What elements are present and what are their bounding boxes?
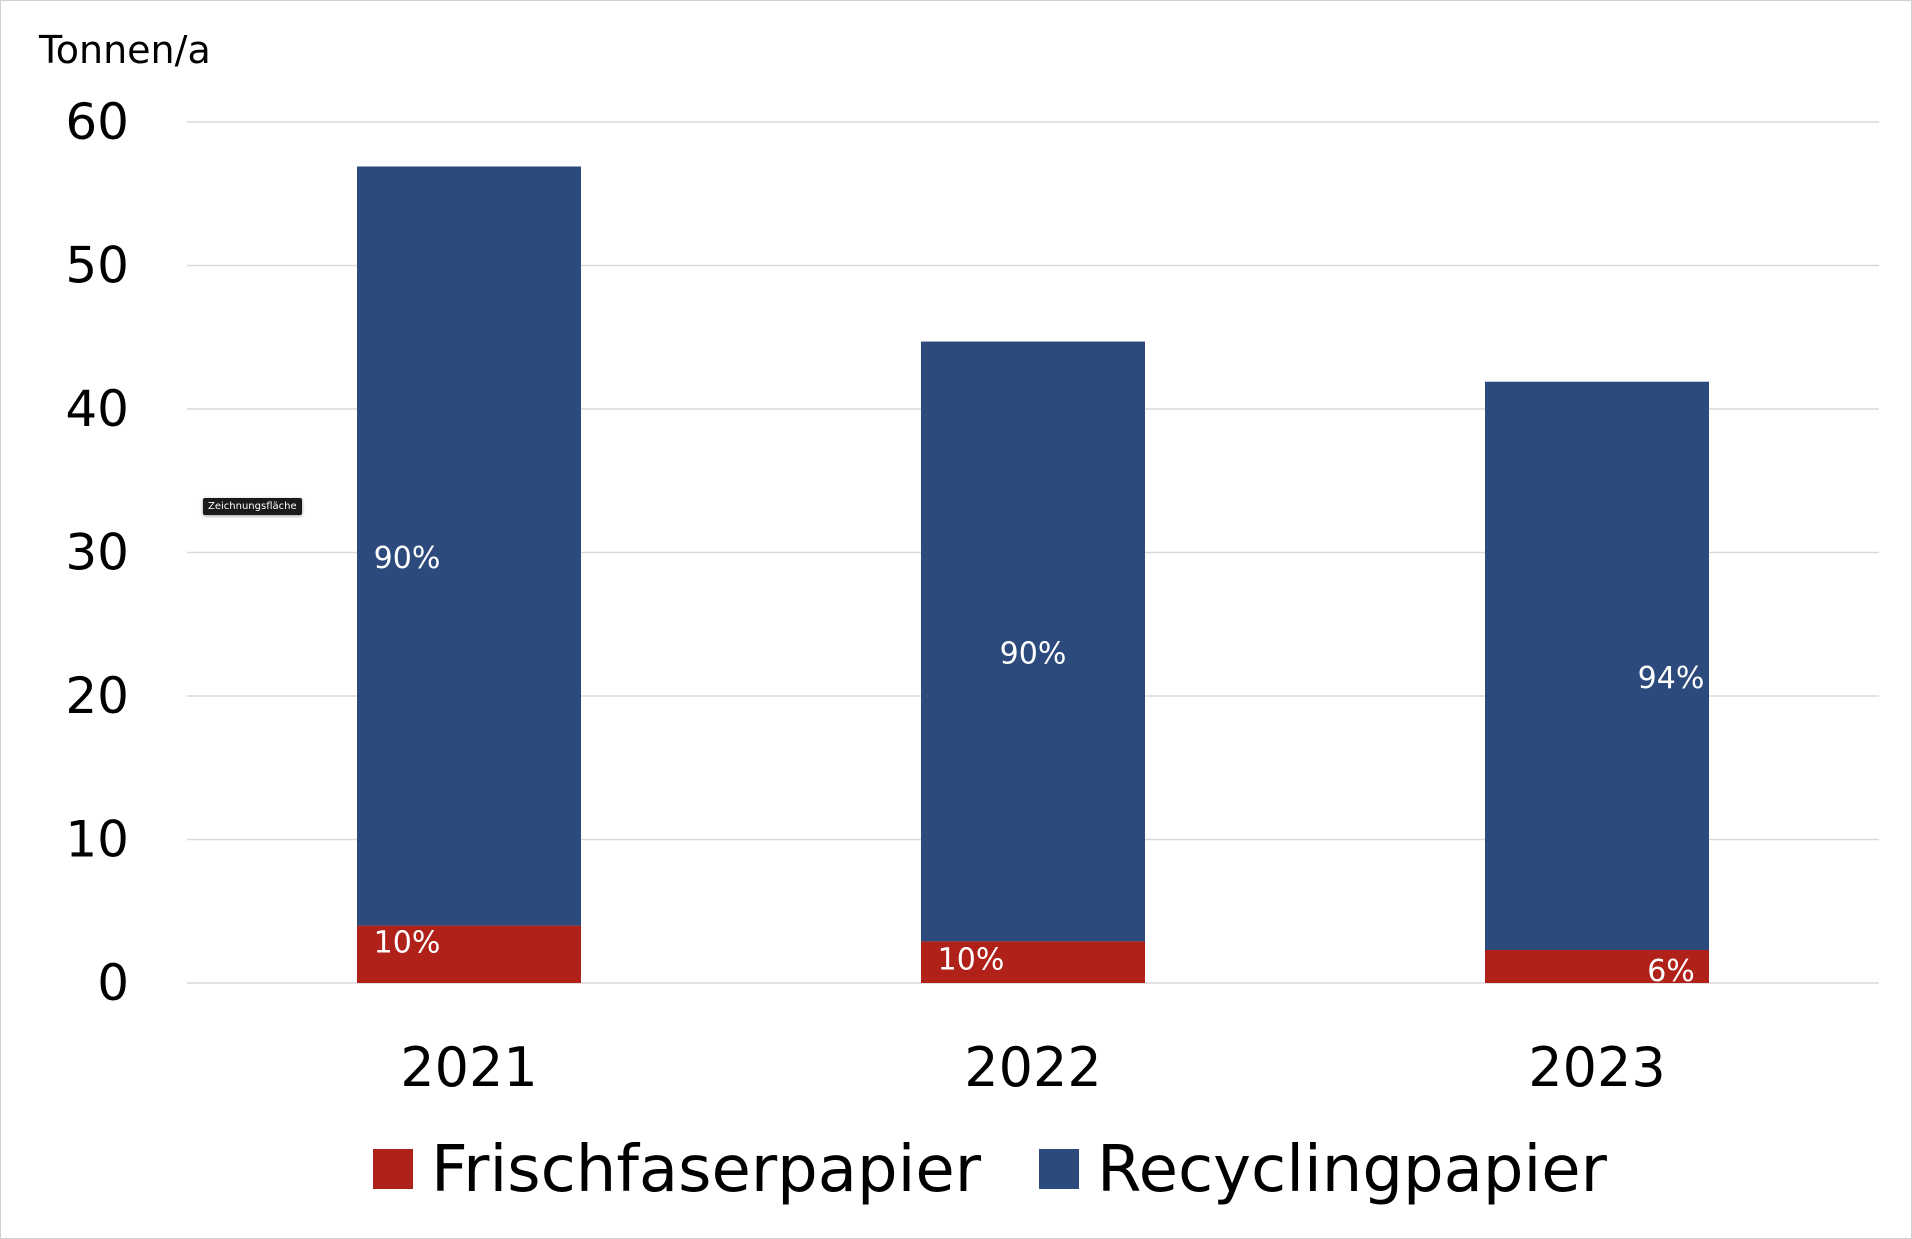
x-category-label: 2021: [400, 1036, 537, 1099]
y-tick-label: 40: [65, 380, 129, 438]
bar-recyclingpapier-2023: [1485, 381, 1709, 950]
y-tick-label: 30: [65, 524, 129, 582]
bar-frischfaserpapier-2023: [1485, 949, 1709, 983]
bar-recyclingpapier-2022: [921, 341, 1145, 942]
y-tick-label: 20: [65, 667, 129, 725]
plot-area-tooltip: Zeichnungsfläche: [203, 498, 302, 515]
legend: Frischfaserpapier Recyclingpapier: [373, 1133, 1608, 1207]
data-label: 94%: [1638, 661, 1705, 696]
x-axis-categories: 2021 2022 2023: [400, 1036, 1665, 1099]
legend-swatch-frischfaserpapier: [373, 1149, 413, 1189]
y-tick-label: 50: [65, 237, 129, 295]
y-tick-label: 0: [97, 954, 129, 1012]
legend-label: Recyclingpapier: [1097, 1133, 1608, 1207]
x-category-label: 2023: [1528, 1036, 1665, 1099]
bars: [357, 166, 1709, 983]
y-axis-title: Tonnen/a: [38, 28, 211, 72]
data-label: 10%: [374, 926, 441, 961]
y-axis-ticks: 0 10 20 30 40 50 60: [65, 93, 129, 1012]
data-label: 10%: [938, 942, 1005, 977]
data-label: 6%: [1647, 954, 1695, 989]
data-label: 90%: [374, 541, 441, 576]
legend-label: Frischfaserpapier: [431, 1133, 982, 1207]
y-tick-label: 60: [65, 93, 129, 151]
bar-frischfaserpapier-2022: [921, 941, 1145, 983]
bar-frischfaserpapier-2021: [357, 925, 581, 983]
data-label: 90%: [1000, 636, 1067, 671]
y-tick-label: 10: [65, 811, 129, 869]
legend-swatch-recyclingpapier: [1039, 1149, 1079, 1189]
data-labels: 10% 90% 10% 90% 6% 94%: [374, 541, 1705, 989]
bar-recyclingpapier-2021: [357, 166, 581, 926]
x-category-label: 2022: [964, 1036, 1101, 1099]
